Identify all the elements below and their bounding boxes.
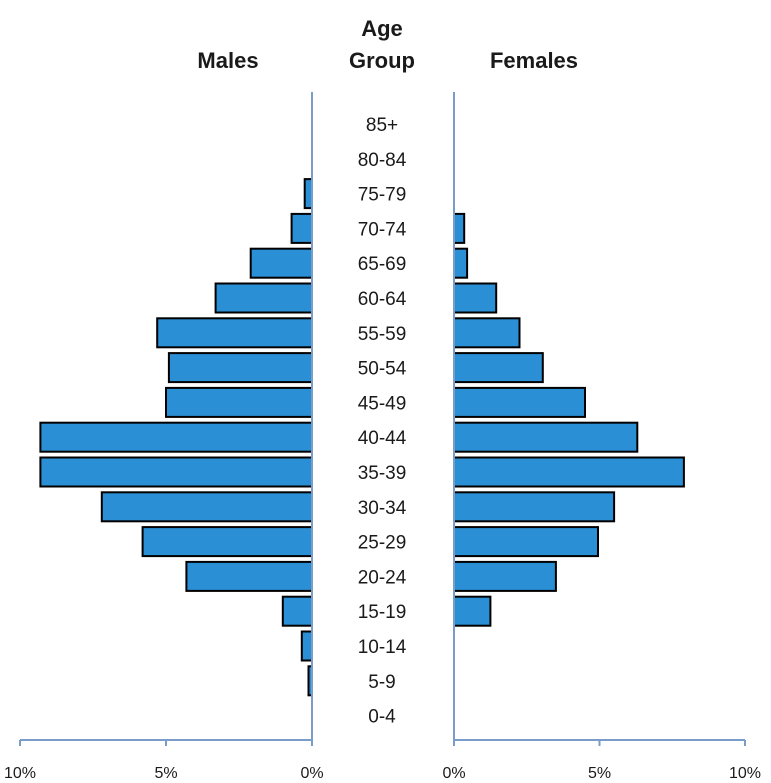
female-bar-60-64 — [453, 282, 498, 314]
female-bar-45-49 — [453, 386, 586, 418]
age-label-70-74: 70-74 — [358, 219, 407, 240]
female-bar-25-29 — [453, 526, 599, 558]
x-tick-label-right-0: 0% — [442, 765, 465, 782]
male-bar-55-59 — [156, 317, 313, 349]
female-bar-20-24 — [453, 560, 557, 592]
x-tick-label-left-10: 10% — [4, 765, 36, 782]
x-tick-label-left-0: 0% — [300, 765, 323, 782]
male-bar-45-49 — [165, 386, 313, 418]
age-label-60-64: 60-64 — [358, 289, 407, 310]
male-bar-70-74 — [290, 212, 314, 244]
x-tick-label-left-5: 5% — [154, 765, 177, 782]
age-label-65-69: 65-69 — [358, 254, 407, 275]
age-label-40-44: 40-44 — [358, 428, 407, 449]
age-header-line2: Group — [349, 48, 415, 73]
age-label-75-79: 75-79 — [358, 185, 407, 206]
age-label-50-54: 50-54 — [358, 359, 407, 380]
male-bar-30-34 — [100, 491, 313, 523]
age-label-25-29: 25-29 — [358, 533, 407, 554]
female-bar-65-69 — [453, 247, 469, 279]
female-bar-15-19 — [453, 595, 492, 627]
age-label-55-59: 55-59 — [358, 324, 407, 345]
male-bar-60-64 — [214, 282, 314, 314]
female-bar-30-34 — [453, 491, 616, 523]
age-label-15-19: 15-19 — [358, 602, 407, 623]
male-bar-20-24 — [185, 560, 313, 592]
age-label-0-4: 0-4 — [368, 707, 396, 728]
age-label-85+: 85+ — [366, 115, 398, 136]
male-bar-40-44 — [39, 421, 314, 453]
males-header: Males — [197, 48, 258, 73]
age-label-10-14: 10-14 — [358, 637, 407, 658]
age-label-80-84: 80-84 — [358, 150, 407, 171]
age-label-30-34: 30-34 — [358, 498, 407, 519]
age-label-45-49: 45-49 — [358, 393, 407, 414]
male-bar-65-69 — [249, 247, 313, 279]
male-bar-35-39 — [39, 456, 314, 488]
age-label-20-24: 20-24 — [358, 567, 407, 588]
male-bar-10-14 — [300, 630, 313, 662]
male-bar-25-29 — [141, 526, 313, 558]
male-bar-75-79 — [303, 178, 314, 210]
female-bar-40-44 — [453, 421, 639, 453]
male-bar-15-19 — [281, 595, 313, 627]
x-tick-label-right-5: 5% — [588, 765, 611, 782]
female-bar-70-74 — [453, 212, 466, 244]
male-bar-50-54 — [167, 352, 313, 384]
females-header: Females — [490, 48, 578, 73]
x-tick-label-right-10: 10% — [729, 765, 761, 782]
female-bar-35-39 — [453, 456, 685, 488]
age-header-line1: Age — [361, 16, 403, 41]
age-label-35-39: 35-39 — [358, 463, 407, 484]
age-label-5-9: 5-9 — [368, 672, 395, 693]
female-bar-55-59 — [453, 317, 521, 349]
female-bar-50-54 — [453, 352, 544, 384]
